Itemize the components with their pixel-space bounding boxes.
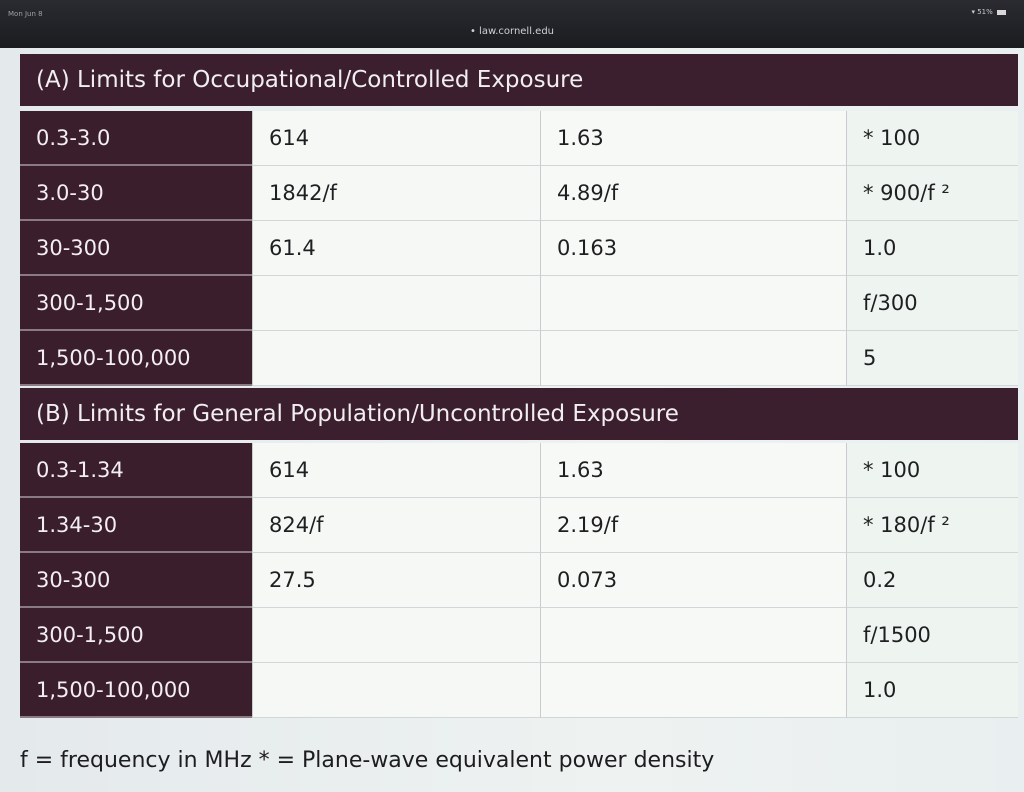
electric-field-cell: 61.4: [252, 221, 540, 276]
magnetic-field-cell: [540, 608, 846, 663]
electric-field-cell: 614: [252, 443, 540, 498]
magnetic-field-cell: 1.63: [540, 111, 846, 166]
browser-status-bar: Mon Jun 8 • law.cornell.edu ▾ 51%: [0, 0, 1024, 48]
power-density-cell: 5: [846, 331, 1018, 386]
magnetic-field-cell: [540, 663, 846, 718]
frequency-range-cell: 0.3-1.34: [20, 443, 252, 498]
table-row: 3.0-30 1842/f 4.89/f * 900/f ²: [20, 166, 1018, 221]
frequency-range-cell: 3.0-30: [20, 166, 252, 221]
frequency-range-cell: 1,500-100,000: [20, 663, 252, 718]
section-b-header: (B) Limits for General Population/Uncont…: [20, 388, 1018, 440]
table-row: 1,500-100,000 5: [20, 331, 1018, 386]
power-density-cell: * 180/f ²: [846, 498, 1018, 553]
electric-field-cell: 824/f: [252, 498, 540, 553]
page-content: (A) Limits for Occupational/Controlled E…: [0, 48, 1024, 792]
electric-field-cell: [252, 663, 540, 718]
electric-field-cell: 27.5: [252, 553, 540, 608]
frequency-range-cell: 30-300: [20, 553, 252, 608]
address-bar[interactable]: • law.cornell.edu: [469, 26, 555, 37]
electric-field-cell: [252, 331, 540, 386]
frequency-range-cell: 1,500-100,000: [20, 331, 252, 386]
magnetic-field-cell: 1.63: [540, 443, 846, 498]
power-density-cell: 0.2: [846, 553, 1018, 608]
power-density-cell: f/1500: [846, 608, 1018, 663]
table-row: 0.3-1.34 614 1.63 * 100: [20, 443, 1018, 498]
electric-field-cell: [252, 276, 540, 331]
frequency-range-cell: 300-1,500: [20, 276, 252, 331]
electric-field-cell: 614: [252, 111, 540, 166]
section-a-header: (A) Limits for Occupational/Controlled E…: [20, 54, 1018, 106]
power-density-cell: 1.0: [846, 221, 1018, 276]
electric-field-cell: 1842/f: [252, 166, 540, 221]
frequency-range-cell: 0.3-3.0: [20, 111, 252, 166]
frequency-range-cell: 30-300: [20, 221, 252, 276]
magnetic-field-cell: 2.19/f: [540, 498, 846, 553]
magnetic-field-cell: 0.163: [540, 221, 846, 276]
table-row: 30-300 61.4 0.163 1.0: [20, 221, 1018, 276]
table-row: 0.3-3.0 614 1.63 * 100: [20, 111, 1018, 166]
wifi-icon: ▾: [971, 8, 975, 16]
power-density-cell: * 100: [846, 111, 1018, 166]
table-row: 300-1,500 f/1500: [20, 608, 1018, 663]
footnote: f = frequency in MHz * = Plane-wave equi…: [20, 748, 715, 773]
battery-icon: [997, 9, 1006, 15]
power-density-cell: 1.0: [846, 663, 1018, 718]
magnetic-field-cell: [540, 276, 846, 331]
table-row: 1,500-100,000 1.0: [20, 663, 1018, 718]
status-time: Mon Jun 8: [8, 10, 43, 18]
table-row: 300-1,500 f/300: [20, 276, 1018, 331]
status-indicators: ▾ 51%: [971, 8, 1006, 16]
table-row: 30-300 27.5 0.073 0.2: [20, 553, 1018, 608]
table-row: 1.34-30 824/f 2.19/f * 180/f ²: [20, 498, 1018, 553]
magnetic-field-cell: 0.073: [540, 553, 846, 608]
power-density-cell: * 100: [846, 443, 1018, 498]
power-density-cell: f/300: [846, 276, 1018, 331]
electric-field-cell: [252, 608, 540, 663]
frequency-range-cell: 300-1,500: [20, 608, 252, 663]
magnetic-field-cell: 4.89/f: [540, 166, 846, 221]
power-density-cell: * 900/f ²: [846, 166, 1018, 221]
battery-percent: 51%: [977, 8, 993, 16]
magnetic-field-cell: [540, 331, 846, 386]
frequency-range-cell: 1.34-30: [20, 498, 252, 553]
